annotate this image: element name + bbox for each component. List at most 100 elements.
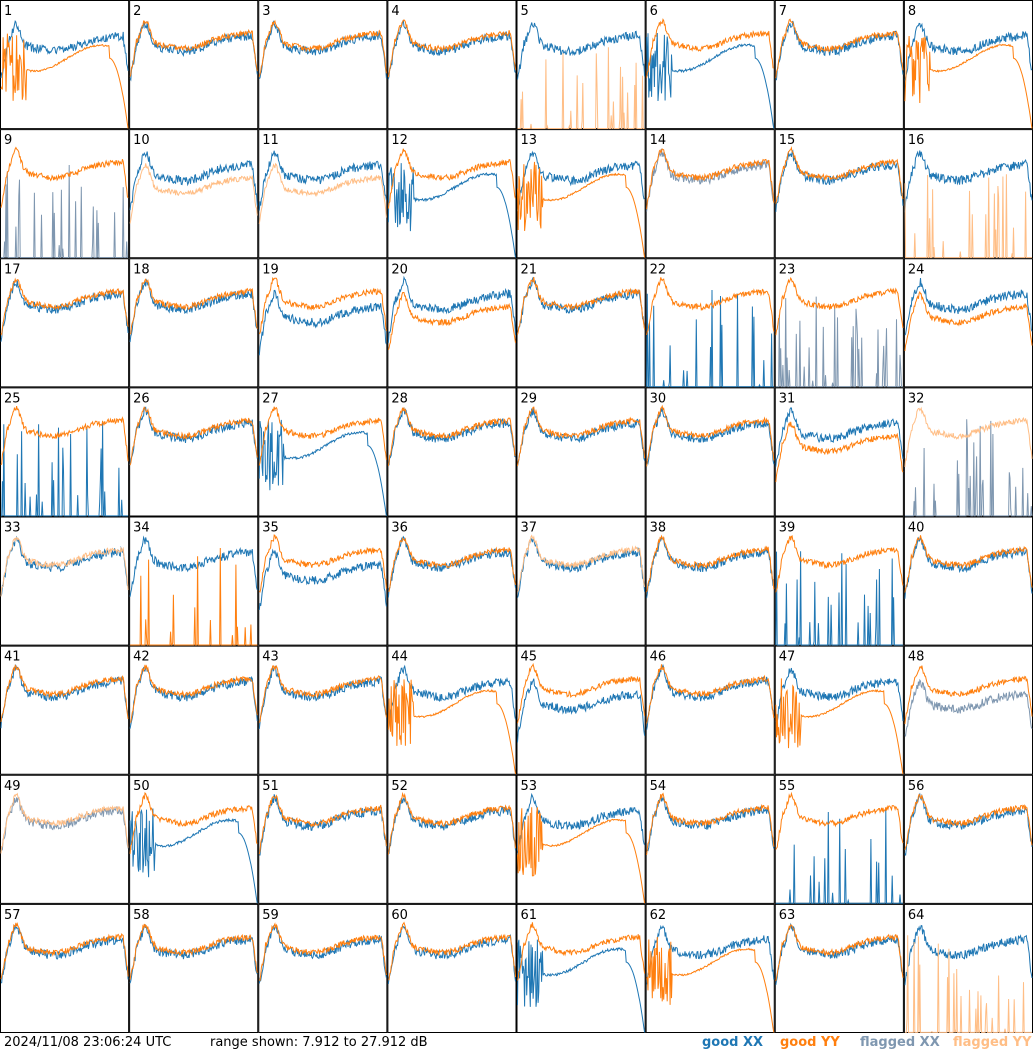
xx-series [0, 20, 129, 79]
yy-series [387, 292, 516, 350]
xx-series [1, 164, 129, 259]
yy-series [258, 664, 387, 723]
tile-number: 24 [908, 262, 925, 277]
yy-series [258, 162, 387, 224]
tile-frame [0, 774, 130, 904]
yy-series [646, 277, 775, 335]
tile: 20 [387, 258, 517, 388]
tile-frame [645, 387, 775, 517]
tile: 62 [645, 903, 775, 1033]
tile: 32 [903, 387, 1033, 517]
tile-number: 3 [262, 4, 270, 19]
legend-good-xx: good XX [702, 1035, 764, 1050]
xx-series [904, 419, 1033, 517]
tile-frame [645, 645, 775, 775]
tile-frame [903, 645, 1033, 775]
tile-number: 48 [908, 650, 925, 665]
tile-number: 14 [650, 133, 667, 148]
tile: 47 [774, 645, 904, 775]
tile-number: 10 [133, 133, 150, 148]
tile: 34 [129, 516, 259, 646]
tile-number: 1 [4, 4, 12, 19]
tile-frame [258, 903, 388, 1033]
xx-series [775, 296, 903, 388]
tile-frame [387, 387, 517, 517]
tile: 39 [774, 516, 904, 646]
tile-number: 35 [262, 521, 279, 536]
tile-frame [258, 774, 388, 904]
xx-series [904, 278, 1033, 336]
tile-number: 59 [262, 908, 279, 923]
tile: 58 [129, 903, 259, 1033]
tile: 19 [258, 258, 388, 388]
tile-frame [774, 387, 904, 517]
yy-series [387, 679, 516, 775]
yy-series [259, 922, 387, 982]
yy-series [646, 148, 775, 210]
tile-number: 28 [391, 391, 408, 406]
xx-series [129, 924, 258, 984]
tile-number: 50 [133, 779, 150, 794]
tile: 48 [903, 645, 1033, 775]
tile: 14 [645, 129, 775, 259]
tile: 27 [258, 387, 388, 517]
tile-number: 26 [133, 391, 150, 406]
legend-flagged-yy: flagged YY [953, 1035, 1032, 1050]
tile-frame [129, 0, 259, 130]
tile-frame [903, 516, 1033, 646]
xx-series [646, 924, 775, 985]
tile-number: 56 [908, 779, 925, 794]
xx-series [775, 20, 904, 81]
yy-series [258, 406, 387, 466]
tile: 59 [258, 903, 388, 1033]
yy-series [904, 290, 1033, 352]
tile-number: 30 [650, 391, 667, 406]
yy-series [129, 664, 258, 723]
yy-series [904, 793, 1033, 850]
tile: 55 [774, 774, 904, 904]
yy-series [517, 406, 646, 467]
tile-number: 37 [521, 521, 538, 536]
tile-number: 25 [4, 391, 21, 406]
tile-number: 11 [262, 133, 279, 148]
xx-series [517, 22, 646, 80]
tile-number: 45 [521, 650, 538, 665]
tile-number: 8 [908, 4, 916, 19]
tile-frame [516, 903, 646, 1033]
yy-series [904, 406, 1033, 467]
tile: 6 [645, 0, 775, 130]
xx-series [904, 22, 1033, 81]
yy-series [258, 276, 387, 335]
xx-series [775, 808, 903, 904]
tile-number: 31 [779, 391, 796, 406]
yy-series [775, 146, 904, 204]
tile: 13 [516, 129, 646, 259]
tile-frame [0, 645, 130, 775]
tile: 60 [387, 903, 517, 1033]
yy-series [904, 174, 1032, 259]
tile: 9 [0, 129, 130, 259]
tile-number: 33 [4, 521, 21, 536]
tile-number: 34 [133, 521, 150, 536]
yy-series [129, 163, 258, 224]
tile: 10 [129, 129, 259, 259]
yy-series [517, 534, 646, 592]
tile-frame [387, 258, 517, 388]
tile-number: 27 [262, 391, 279, 406]
yy-series [646, 534, 775, 593]
tile-number: 36 [391, 521, 408, 536]
tile: 36 [387, 516, 517, 646]
xx-series [517, 537, 646, 598]
yy-series [904, 935, 1032, 1033]
tile-frame [516, 516, 646, 646]
tile: 41 [0, 645, 130, 775]
tile-number: 57 [4, 908, 21, 923]
tile-frame [129, 903, 259, 1033]
yy-series [0, 406, 129, 466]
tile: 50 [129, 774, 259, 904]
tile-frame [516, 387, 646, 517]
tile-frame [903, 903, 1033, 1033]
tile-frame [645, 516, 775, 646]
tile-number: 49 [4, 779, 21, 794]
